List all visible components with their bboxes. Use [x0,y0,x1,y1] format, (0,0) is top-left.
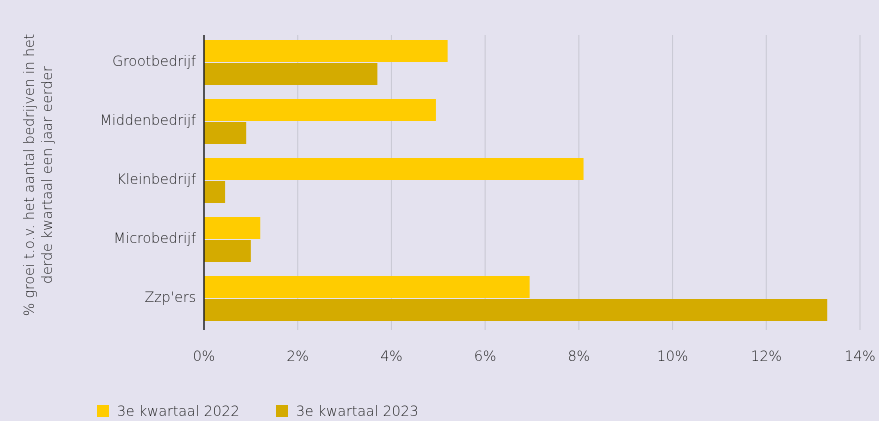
bar [204,122,247,144]
legend-label: 3e kwartaal 2023 [296,404,418,420]
x-tick-label: 4% [380,349,402,365]
x-tick-label: 14% [844,349,875,365]
x-tick-label: 0% [193,349,215,365]
y-tick-label: Kleinbedrijf [117,172,196,188]
x-tick-label: 12% [751,349,782,365]
x-tick-label: 10% [657,349,688,365]
bar [204,158,584,180]
bar [204,299,828,321]
x-tick-label: 8% [568,349,590,365]
y-tick-label: Microbedrijf [113,231,196,247]
bar [204,240,251,262]
bar [204,276,530,298]
y-axis-title: % groei t.o.v. het aantal bedrijven in h… [22,34,38,316]
y-axis-title: derde kwartaal een jaar eerder [40,66,56,284]
y-tick-label: Zzp'ers [145,290,196,306]
bar [204,217,261,239]
y-tick-label: Middenbedrijf [100,113,196,129]
bar [204,99,436,121]
legend-swatch [97,405,109,417]
y-tick-label: Grootbedrijf [112,54,196,70]
legend-swatch [276,405,288,417]
bar [204,181,226,203]
x-tick-label: 2% [287,349,309,365]
bar [204,63,378,85]
legend-label: 3e kwartaal 2022 [117,404,239,420]
x-tick-label: 6% [474,349,496,365]
bar [204,40,448,62]
